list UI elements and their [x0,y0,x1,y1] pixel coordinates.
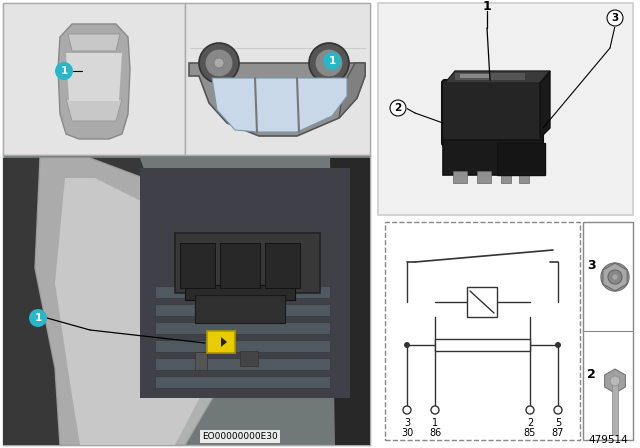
Circle shape [29,309,47,327]
Circle shape [610,376,620,386]
Bar [175,233,320,293]
Text: 1: 1 [60,66,68,76]
Bar [265,243,300,288]
Polygon shape [189,63,365,136]
Circle shape [55,62,73,80]
Text: 1: 1 [432,418,438,428]
Text: 1: 1 [35,313,42,323]
Bar [195,295,285,323]
Circle shape [390,100,406,116]
Bar [180,243,215,288]
Polygon shape [35,158,230,445]
FancyBboxPatch shape [442,80,543,146]
Circle shape [309,43,349,83]
Text: 86: 86 [429,428,441,438]
Circle shape [404,342,410,348]
Bar [207,331,235,353]
Polygon shape [540,71,550,138]
Circle shape [526,406,534,414]
Polygon shape [66,53,122,101]
Bar [612,383,618,435]
Bar [467,287,497,317]
Text: 2: 2 [587,367,596,380]
Bar [435,339,530,351]
Bar [378,3,633,215]
Circle shape [324,58,334,68]
Bar [220,243,260,288]
Text: 5: 5 [555,418,561,428]
Bar [519,171,529,183]
Polygon shape [68,34,120,51]
Circle shape [601,263,629,291]
Polygon shape [212,78,347,132]
Text: 2: 2 [394,103,402,113]
Bar [497,143,545,175]
Circle shape [389,99,407,117]
Polygon shape [58,24,130,139]
Circle shape [403,406,411,414]
Polygon shape [3,158,180,445]
Text: 1: 1 [483,0,492,13]
Polygon shape [339,63,365,118]
Polygon shape [330,158,370,445]
Bar [385,222,580,440]
Polygon shape [66,99,122,121]
Bar [185,285,295,300]
Circle shape [315,49,343,77]
Bar [155,286,330,298]
Bar [195,352,207,370]
Text: 87: 87 [552,428,564,438]
Polygon shape [221,337,227,347]
Text: 3: 3 [404,418,410,428]
Bar [155,340,330,352]
Bar [155,304,330,316]
Bar [185,3,370,155]
Bar [140,168,350,398]
Circle shape [199,43,239,83]
Bar [443,140,543,175]
Text: 85: 85 [524,428,536,438]
Circle shape [612,274,618,280]
Bar [583,222,633,440]
Bar [453,171,467,183]
Text: 2: 2 [527,418,533,428]
Polygon shape [55,178,210,445]
Circle shape [554,406,562,414]
Circle shape [555,342,561,348]
Circle shape [214,58,224,68]
Polygon shape [445,71,550,83]
Bar [155,322,330,334]
Bar [3,3,185,155]
Bar [477,171,491,183]
Bar [240,351,258,366]
Circle shape [608,270,622,284]
Text: 1: 1 [328,56,335,66]
Circle shape [607,10,623,26]
Bar [3,155,370,445]
Text: EO00000000E30: EO00000000E30 [202,432,278,441]
Circle shape [205,49,233,77]
Circle shape [323,52,341,70]
Bar [3,3,370,445]
Bar [455,73,525,80]
Text: 3: 3 [587,258,596,271]
Polygon shape [605,369,625,393]
Text: 30: 30 [401,428,413,438]
Text: 479514: 479514 [588,435,628,445]
Circle shape [431,406,439,414]
Bar [155,376,330,388]
Circle shape [606,9,624,27]
Text: 3: 3 [611,13,619,23]
Bar [155,358,330,370]
Bar [501,171,511,183]
Bar [460,74,490,78]
